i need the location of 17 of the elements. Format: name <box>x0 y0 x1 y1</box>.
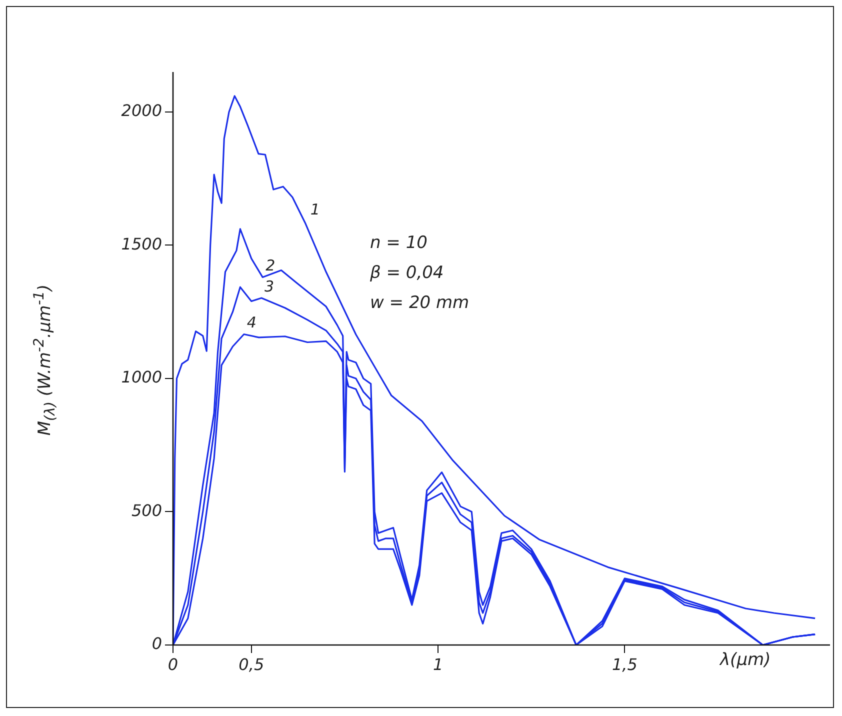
annotation: w = 20 mm <box>370 292 470 315</box>
y-tick-label: 0 <box>152 634 162 654</box>
y-tick-label: 1500 <box>121 234 162 254</box>
annotation: β = 0,04 <box>370 262 445 285</box>
x-tick-label: 0 <box>168 654 178 674</box>
annotation: 2 <box>266 256 276 275</box>
annotation: 1 <box>310 200 320 219</box>
y-tick-label: 1000 <box>121 368 162 387</box>
x-tick-label: 1 <box>432 654 444 674</box>
x-axis-title: λ(µm) <box>720 650 771 670</box>
x-tick-label: 0,5 <box>238 654 264 674</box>
y-tick-label: 2000 <box>121 101 162 120</box>
annotation: n = 10 <box>370 232 428 255</box>
x-tick-label: 1,5 <box>612 654 638 674</box>
annotation: 3 <box>264 277 274 296</box>
annotation: 4 <box>246 314 256 332</box>
y-tick-label: 500 <box>131 500 162 520</box>
